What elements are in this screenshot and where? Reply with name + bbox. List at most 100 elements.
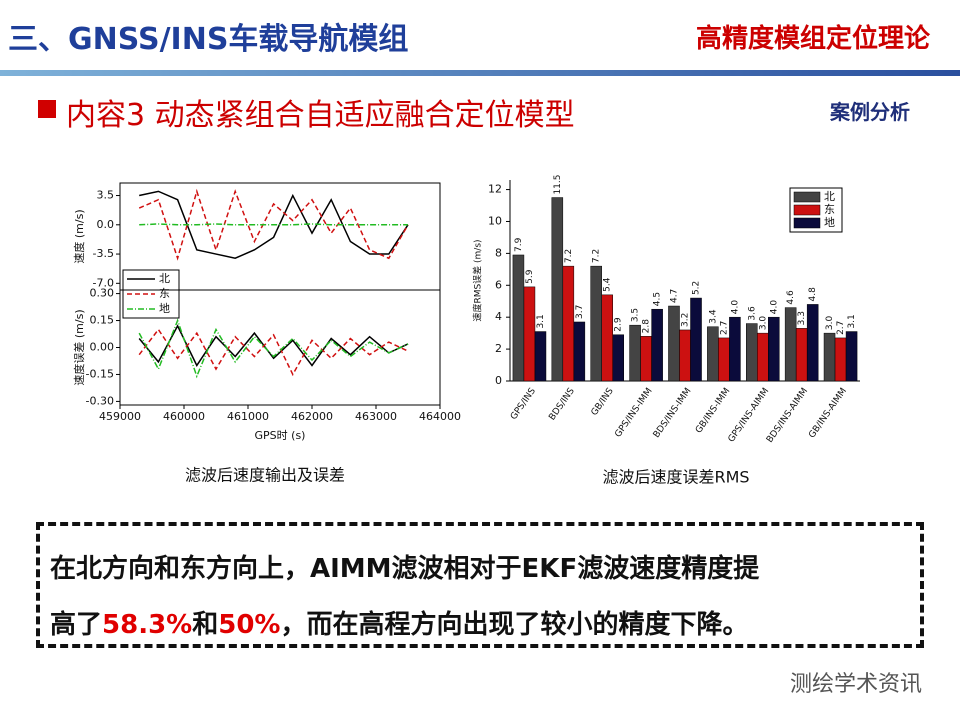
value-label: 3.2 xyxy=(681,313,691,327)
y-tick-label: -0.30 xyxy=(86,394,114,407)
legend-swatch xyxy=(793,191,821,203)
y-tick-label: 0.00 xyxy=(90,341,115,354)
x-axis-label: GPS时 (s) xyxy=(255,429,306,442)
x-tick-label: 461000 xyxy=(227,410,269,423)
legend-label: 东 xyxy=(159,287,170,300)
slide-title: 三、GNSS/INS车载导航模组 xyxy=(8,22,409,57)
bar xyxy=(806,304,819,382)
value-label: 11.5 xyxy=(553,175,563,195)
text: ，而在高程方向出现了较小的精度下降。 xyxy=(280,610,749,640)
y-tick-label: -3.5 xyxy=(93,247,114,260)
y-tick-label: -0.15 xyxy=(86,367,114,380)
value-label: 4.5 xyxy=(653,292,663,306)
text: 和 xyxy=(192,610,219,640)
bar xyxy=(523,286,536,382)
value-label: 3.1 xyxy=(847,314,857,328)
bar xyxy=(707,326,719,382)
value-label: 4.6 xyxy=(786,290,796,305)
value-label: 5.2 xyxy=(692,281,702,295)
value-label: 3.4 xyxy=(708,309,718,324)
legend-label: 地 xyxy=(159,302,170,315)
bar xyxy=(562,265,575,382)
value-label: 2.9 xyxy=(614,317,624,332)
section-tag: 案例分析 xyxy=(830,100,910,124)
bar xyxy=(512,254,525,382)
bar xyxy=(690,297,702,382)
slide-subtitle: 高精度模组定位理论 xyxy=(695,24,930,54)
value-label: 2.7 xyxy=(719,321,729,335)
y-axis-label: 速度 (m/s) xyxy=(72,209,86,263)
x-tick-label: 464000 xyxy=(419,410,461,423)
bar xyxy=(668,305,680,382)
series-line xyxy=(139,223,408,226)
bar xyxy=(795,328,808,382)
bar xyxy=(551,197,564,382)
header-rule xyxy=(0,70,960,76)
y-tick-label: 10 xyxy=(488,214,502,227)
bar xyxy=(845,331,858,382)
x-tick-label: GPS/INS-IMM xyxy=(613,386,654,439)
series-line xyxy=(139,190,409,260)
x-tick-label: GB/INS xyxy=(590,386,616,418)
bar xyxy=(834,337,847,382)
y-tick-label: 6 xyxy=(495,278,502,291)
x-tick-label: GB/INS-IMM xyxy=(694,386,732,435)
x-tick-label: 463000 xyxy=(355,410,397,423)
section-title: 内容3 动态紧组合自适应融合定位模型 xyxy=(66,98,575,133)
y-tick-label: 4 xyxy=(495,310,502,323)
bar xyxy=(729,316,741,382)
bar xyxy=(640,336,652,382)
value-label: 3.7 xyxy=(575,305,585,319)
value-label: 3.5 xyxy=(631,308,641,322)
bar xyxy=(590,265,602,382)
bar xyxy=(573,321,586,382)
x-tick-label: 459000 xyxy=(99,410,141,423)
series-line xyxy=(138,328,409,377)
x-tick-label: GPS/INS xyxy=(509,386,538,422)
bar xyxy=(784,307,797,382)
value-label: 2.7 xyxy=(836,321,846,335)
x-tick-label: BDS/INS-IMM xyxy=(652,386,694,440)
text: 高了 xyxy=(50,610,103,640)
value-label: 4.0 xyxy=(769,300,779,315)
value-label: 5.4 xyxy=(603,277,613,292)
legend-label: 北 xyxy=(824,190,835,203)
value-label: 4.0 xyxy=(730,300,740,315)
value-label: 5.9 xyxy=(525,269,535,284)
bar xyxy=(746,323,758,382)
legend-label: 地 xyxy=(824,216,835,229)
bar xyxy=(679,329,691,382)
x-tick-label: BDS/INS-AIMM xyxy=(765,386,810,444)
y-tick-label: 0 xyxy=(495,374,502,387)
highlight: 58.3% xyxy=(102,610,193,640)
y-tick-label: 0.15 xyxy=(90,314,115,327)
bar xyxy=(768,316,780,382)
value-label: 7.2 xyxy=(592,249,602,263)
y-tick-label: 3.5 xyxy=(97,189,115,202)
value-label: 3.0 xyxy=(758,316,768,331)
x-tick-label: GB/INS-AIMM xyxy=(807,386,849,440)
series-line xyxy=(138,324,409,367)
value-label: 3.0 xyxy=(825,316,835,331)
value-label: 3.1 xyxy=(536,314,546,328)
conclusion-line: 高了58.3%和50%，而在高程方向出现了较小的精度下降。 xyxy=(50,604,748,641)
value-label: 7.9 xyxy=(514,237,524,252)
value-label: 4.7 xyxy=(669,289,679,303)
caption: 滤波后速度输出及误差 xyxy=(185,466,345,485)
y-tick-label: 8 xyxy=(495,246,502,259)
bar xyxy=(757,332,769,382)
x-tick-label: BDS/INS xyxy=(547,386,577,422)
y-tick-label: 0.30 xyxy=(90,287,115,300)
bar xyxy=(718,337,730,382)
conclusion-box: 在北方向和东方向上，AIMM滤波相对于EKF滤波速度精度提 高了58.3%和50… xyxy=(36,522,924,648)
legend-label: 东 xyxy=(824,203,835,216)
bar xyxy=(601,294,613,382)
x-tick-label: 462000 xyxy=(291,410,333,423)
y-axis-label: 速度RMS误差 (m/s) xyxy=(472,239,484,321)
charts: 滤波后速度输出及误差 滤波后速度误差RMS 3.5 0.0 -3.5 -7.0 速度 (… xyxy=(72,175,860,487)
bullet xyxy=(38,100,56,118)
y-tick-label: 12 xyxy=(488,183,502,196)
value-label: 4.8 xyxy=(808,287,818,302)
value-label: 3.6 xyxy=(747,306,757,321)
legend-label: 北 xyxy=(159,272,170,285)
